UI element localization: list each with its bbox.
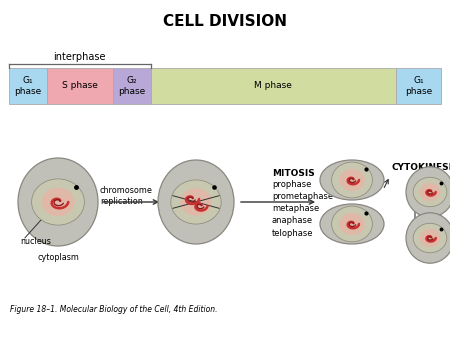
Ellipse shape [158, 160, 234, 244]
Ellipse shape [18, 158, 98, 246]
Ellipse shape [332, 162, 373, 198]
Text: nucleus: nucleus [20, 237, 51, 245]
Text: chromosome
replication: chromosome replication [100, 186, 153, 206]
Ellipse shape [320, 160, 384, 200]
Text: cytoplasm: cytoplasm [37, 253, 79, 262]
Ellipse shape [320, 204, 384, 244]
Text: M phase: M phase [254, 81, 292, 91]
Ellipse shape [171, 180, 221, 224]
Text: MITOSIS: MITOSIS [272, 169, 315, 178]
Ellipse shape [419, 229, 441, 247]
Bar [151, 68, 396, 104]
Ellipse shape [41, 188, 75, 216]
Ellipse shape [180, 188, 212, 216]
Ellipse shape [419, 183, 441, 201]
Ellipse shape [339, 213, 365, 235]
Text: G₁
phase: G₁ phase [405, 76, 432, 96]
Bar [47, 68, 113, 104]
Ellipse shape [32, 179, 85, 225]
Bar [112, 68, 151, 104]
Ellipse shape [406, 213, 450, 263]
Text: prophase
prometaphase
metaphase
anaphase
telophase: prophase prometaphase metaphase anaphase… [272, 180, 333, 238]
Ellipse shape [413, 223, 447, 253]
Bar [396, 68, 441, 104]
Text: S phase: S phase [62, 81, 98, 91]
Ellipse shape [332, 206, 373, 242]
Text: CYTOKINESIS: CYTOKINESIS [392, 164, 450, 172]
Ellipse shape [406, 167, 450, 217]
Text: G₂
phase: G₂ phase [118, 76, 145, 96]
Text: Figure 18–1. Molecular Biology of the Cell, 4th Edition.: Figure 18–1. Molecular Biology of the Ce… [10, 305, 217, 314]
Ellipse shape [413, 177, 447, 207]
Text: CELL DIVISION: CELL DIVISION [163, 14, 287, 29]
Bar [9, 68, 47, 104]
Ellipse shape [339, 169, 365, 191]
Text: interphase: interphase [54, 52, 106, 62]
Text: G₁
phase: G₁ phase [14, 76, 42, 96]
